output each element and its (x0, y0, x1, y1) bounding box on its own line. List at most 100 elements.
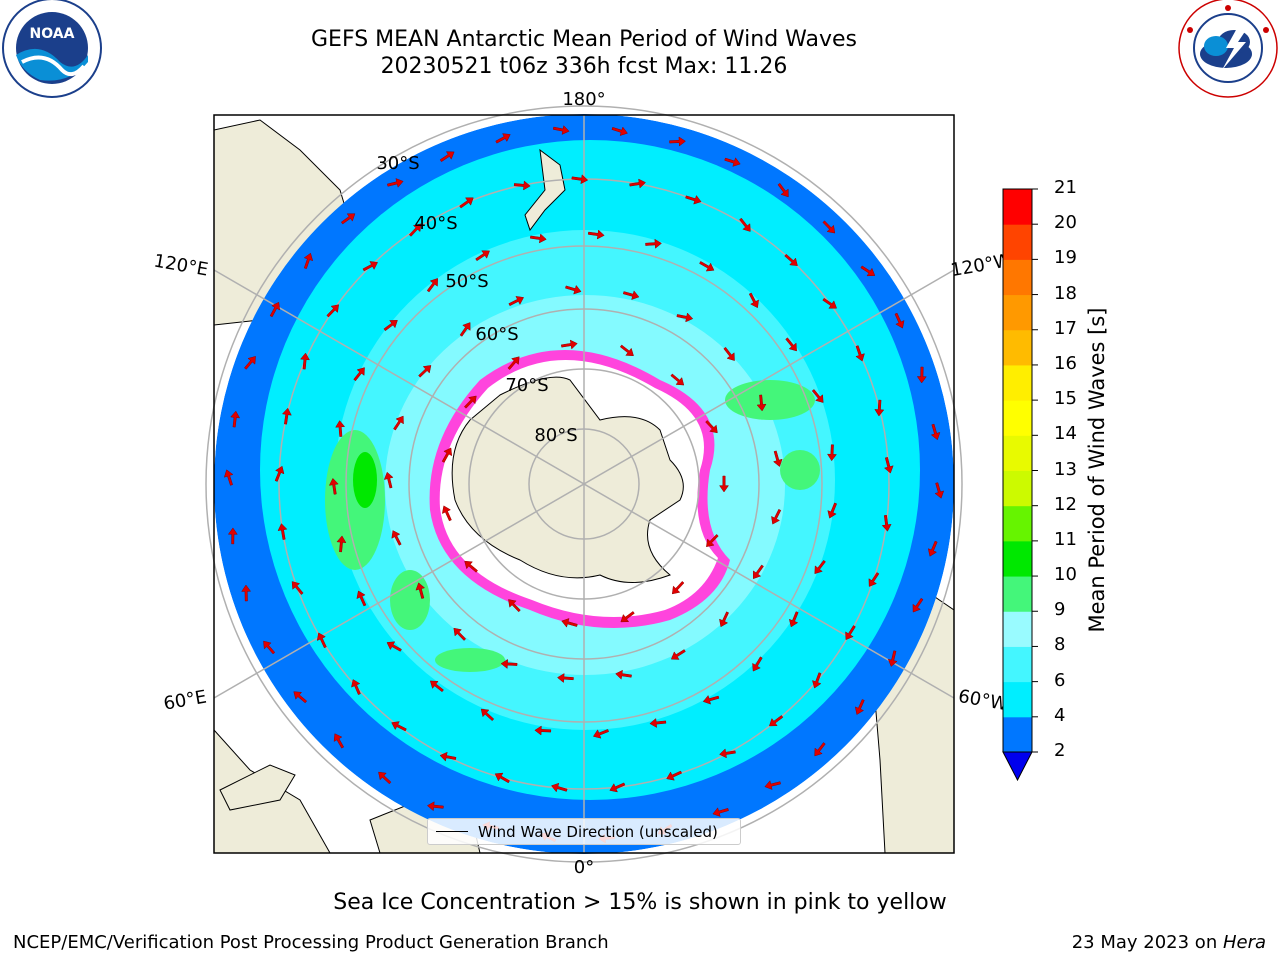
colorbar-tick-label: 4 (1054, 704, 1066, 726)
wind-wave-arrow (811, 389, 824, 403)
wind-wave-arrow (561, 618, 578, 628)
wind-wave-arrow (592, 729, 610, 739)
wind-wave-arrow (615, 669, 632, 680)
wind-wave-arrow (706, 533, 719, 548)
wind-wave-arrow (822, 297, 837, 309)
colorbar-segment (1003, 505, 1032, 542)
wind-wave-arrow (571, 174, 589, 185)
colorbar-tick-label: 18 (1054, 282, 1077, 304)
wind-wave-arrow (362, 261, 378, 272)
noaa-logo-text: NOAA (30, 26, 75, 42)
wind-wave-arrow (441, 505, 452, 522)
wind-wave-arrow (753, 564, 764, 580)
wind-wave-arrow (887, 650, 898, 667)
colorbar-segment (1003, 329, 1032, 366)
wind-wave-arrow (415, 582, 426, 599)
wind-wave-arrow (391, 721, 407, 732)
wind-wave-arrow (230, 410, 241, 428)
wind-wave-arrow (241, 584, 252, 602)
wind-wave-arrow (508, 296, 525, 307)
wind-wave-arrow (386, 641, 402, 652)
colorbar-segment (1003, 470, 1032, 507)
wind-wave-arrow (513, 180, 531, 191)
sea-ice-caption: Sea Ice Concentration > 15% is shown in … (333, 890, 947, 915)
wind-wave-arrow (777, 182, 789, 198)
wind-wave-arrow (874, 399, 885, 417)
wind-wave-arrow (333, 733, 345, 749)
noaa-logo: NOAA (2, 0, 102, 98)
colorbar-tick-label: 2 (1054, 740, 1066, 761)
map-border (213, 114, 955, 854)
wind-wave-arrow (335, 420, 346, 437)
footer-producer: NCEP/EMC/Verification Post Processing Pr… (13, 932, 609, 953)
colorbar-tick-label: 19 (1054, 247, 1077, 269)
wind-wave-arrow (860, 265, 876, 277)
wind-wave-arrow (719, 475, 729, 493)
wind-wave-arrow (507, 356, 520, 370)
wind-wave-arrow (756, 394, 767, 412)
wind-wave-arrow (383, 471, 394, 489)
wind-wave-arrow (927, 540, 938, 557)
wind-wave-arrow (464, 560, 478, 573)
lon-label-60e: 60°E (162, 686, 208, 714)
wind-wave-arrow (814, 742, 826, 757)
wind-wave-arrow (351, 679, 361, 695)
wind-wave-arrow (814, 559, 826, 575)
wind-wave-arrow (676, 312, 694, 323)
footer-date: 23 May 2023 on Hera (1072, 932, 1266, 953)
wind-wave-arrow (670, 373, 685, 386)
wind-wave-arrow (291, 581, 304, 595)
wind-wave-arrow (418, 365, 432, 378)
lon-label-180: 180° (562, 89, 605, 110)
wind-wave-arrow (244, 356, 256, 370)
colorbar-tick-label: 20 (1054, 212, 1077, 234)
colorbar-tick-label: 8 (1054, 634, 1066, 656)
wind-wave-arrow (622, 290, 640, 300)
lon-label-0: 0° (574, 857, 594, 878)
wind-wave-arrow (894, 312, 905, 329)
wind-wave-arrow (619, 344, 634, 357)
wind-wave-arrow (854, 699, 865, 715)
wind-wave-arrow (560, 339, 578, 350)
wind-wave-arrow (671, 581, 685, 595)
wind-wave-arrow (391, 530, 402, 546)
lat-label-60s: 60°S (475, 324, 518, 345)
wind-wave-arrow (441, 447, 453, 463)
wind-wave-arrow (868, 572, 880, 587)
wind-wave-arrow (724, 157, 741, 167)
wind-wave-arrow (784, 253, 798, 266)
lat-label-80s: 80°S (534, 425, 577, 446)
wind-wave-arrow (328, 477, 339, 495)
wind-wave-arrow (227, 527, 238, 545)
wind-wave-arrow (353, 367, 365, 382)
wind-wave-arrow (827, 502, 838, 519)
colorbar-segment (1003, 646, 1032, 683)
wind-wave-arrow (316, 632, 327, 649)
wind-wave-arrow (552, 125, 570, 135)
wind-wave-arrow (439, 151, 455, 163)
nws-logo (1178, 0, 1278, 98)
wind-wave-arrow (881, 514, 892, 532)
wind-wave-arrow (752, 656, 763, 672)
wind-wave-arrow (565, 284, 582, 295)
wind-wave-arrow (723, 346, 735, 361)
colorbar (1002, 188, 1038, 782)
wind-wave-arrow (912, 597, 924, 613)
wind-wave-arrow (712, 807, 729, 817)
wind-wave-arrow (281, 407, 292, 425)
wind-wave-arrow (269, 301, 281, 318)
colorbar-segment (1003, 540, 1032, 577)
wind-wave-arrow (769, 715, 784, 727)
wind-wave-arrow (439, 751, 457, 762)
wind-wave-arrow (426, 801, 444, 812)
wind-wave-arrow (719, 748, 736, 759)
colorbar-segment (1003, 259, 1032, 296)
colorbar-segment (1003, 189, 1032, 225)
wind-wave-arrow (822, 220, 836, 234)
footer-date-text: 23 May 2023 on (1071, 932, 1223, 953)
wind-wave-arrow (645, 238, 662, 249)
footer-machine-name: Hera (1222, 932, 1266, 953)
wind-wave-arrow (393, 415, 404, 431)
wind-wave-arrow (326, 304, 340, 318)
colorbar-tick-label: 13 (1054, 458, 1077, 480)
